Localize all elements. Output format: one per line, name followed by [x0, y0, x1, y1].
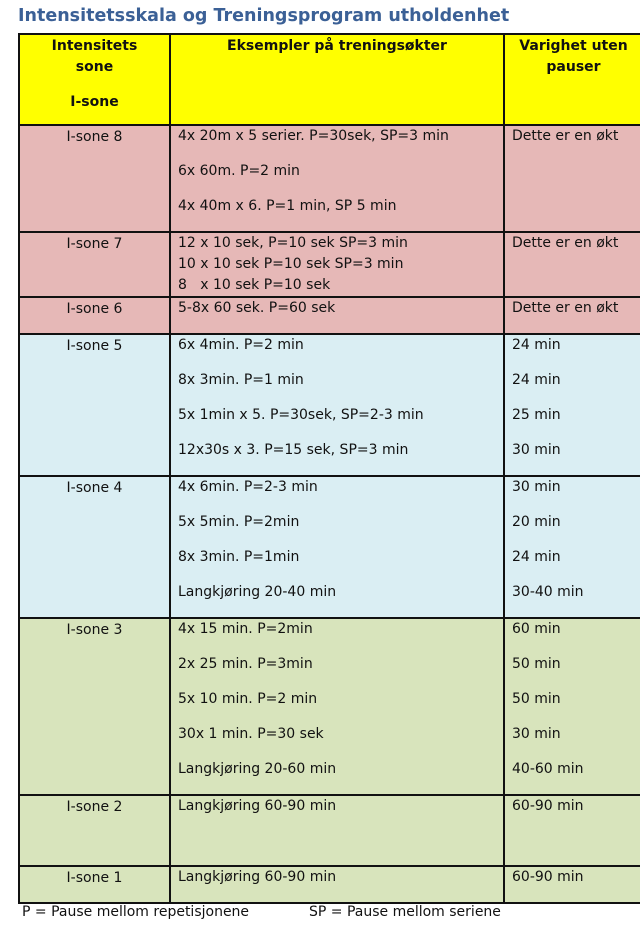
example-item: 6x 60m. P=2 min	[178, 163, 300, 179]
duration-item: 25 min	[512, 407, 561, 423]
header-zone-line3: I-sone	[70, 94, 119, 110]
example-item: Langkjøring 20-40 min	[178, 584, 337, 600]
examples-cell: Langkjøring 60-90 min	[169, 794, 505, 867]
header-row: Intensitets sone I-sone Eksempler på tre…	[18, 33, 640, 126]
intensity-table: Intensitets sone I-sone Eksempler på tre…	[18, 33, 640, 904]
examples-cell: 4x 6min. P=2-3 min 5x 5min. P=2min 8x 3min…	[169, 475, 505, 619]
table-row: I-sone 8 4x 20m x 5 serier. P=30sek, SP=3…	[18, 124, 640, 233]
page-title: Intensitetsskala og Treningsprogram utho…	[18, 6, 510, 26]
header-zone: Intensitets sone I-sone	[18, 33, 171, 126]
table-row: I-sone 6 5-8x 60 sek. P=60 sek Dette er en…	[18, 296, 640, 335]
duration-item: 60 min	[512, 621, 561, 637]
zone-cell: I-sone 4	[18, 475, 171, 619]
duration-cell: 60-90 min	[503, 865, 640, 904]
header-duration: Varighet uten pauser	[503, 33, 640, 126]
header-zone-line1: Intensitets	[51, 38, 138, 54]
table-row: I-sone 2 Langkjøring 60-90 min 60-90 min	[18, 794, 640, 867]
example-item: 10 x 10 sek P=10 sek SP=3 min	[178, 256, 404, 272]
example-item: 2x 25 min. P=3min	[178, 656, 313, 672]
example-item: 30x 1 min. P=30 sek	[178, 726, 324, 742]
example-item: Langkjøring 60-90 min	[178, 869, 337, 885]
duration-cell: Dette er en økt	[503, 231, 640, 298]
footnote-sp: SP = Pause mellom seriene	[309, 904, 501, 920]
example-item: 5x 5min. P=2min	[178, 514, 300, 530]
duration-item: 20 min	[512, 514, 561, 530]
duration-item: Dette er en økt	[512, 128, 619, 144]
zone-cell: I-sone 3	[18, 617, 171, 796]
duration-item: 30 min	[512, 726, 561, 742]
table-row: I-sone 1 Langkjøring 60-90 min 60-90 min	[18, 865, 640, 904]
examples-cell: 4x 20m x 5 serier. P=30sek, SP=3 min 6x 6…	[169, 124, 505, 233]
zone-cell: I-sone 8	[18, 124, 171, 233]
example-item: 12 x 10 sek, P=10 sek SP=3 min	[178, 235, 408, 251]
example-item: 4x 20m x 5 serier. P=30sek, SP=3 min	[178, 128, 449, 144]
example-item: 8 x 10 sek P=10 sek	[178, 277, 331, 293]
zone-cell: I-sone 1	[18, 865, 171, 904]
duration-item: 24 min	[512, 549, 561, 565]
table-row: I-sone 7 12 x 10 sek, P=10 sek SP=3 min 10…	[18, 231, 640, 298]
duration-item: 50 min	[512, 691, 561, 707]
duration-item: 60-90 min	[512, 869, 584, 885]
zone-cell: I-sone 7	[18, 231, 171, 298]
example-item: 5x 10 min. P=2 min	[178, 691, 318, 707]
duration-cell: 30 min 20 min 24 min 30-40 min	[503, 475, 640, 619]
table-row: I-sone 5 6x 4min. P=2 min 8x 3min. P=1 min…	[18, 333, 640, 477]
duration-item: 24 min	[512, 337, 561, 353]
duration-item: 30-40 min	[512, 584, 584, 600]
examples-cell: 4x 15 min. P=2min 2x 25 min. P=3min 5x 10 …	[169, 617, 505, 796]
footnote-p: P = Pause mellom repetisjonene	[22, 904, 250, 920]
table-row: I-sone 3 4x 15 min. P=2min 2x 25 min. P=3m…	[18, 617, 640, 796]
duration-item: Dette er en økt	[512, 235, 619, 251]
duration-item: 60-90 min	[512, 798, 584, 814]
examples-cell: Langkjøring 60-90 min	[169, 865, 505, 904]
examples-cell: 5-8x 60 sek. P=60 sek	[169, 296, 505, 335]
example-item: 4x 6min. P=2-3 min	[178, 479, 318, 495]
duration-item: 50 min	[512, 656, 561, 672]
header-zone-line2: sone	[75, 59, 114, 75]
example-item: Langkjøring 20-60 min	[178, 761, 337, 777]
table-row: I-sone 4 4x 6min. P=2-3 min 5x 5min. P=2mi…	[18, 475, 640, 619]
duration-item: 30 min	[512, 479, 561, 495]
zone-cell: I-sone 5	[18, 333, 171, 477]
example-item: 6x 4min. P=2 min	[178, 337, 304, 353]
zone-cell: I-sone 6	[18, 296, 171, 335]
duration-item: 30 min	[512, 442, 561, 458]
duration-cell: 24 min 24 min 25 min 30 min	[503, 333, 640, 477]
example-item: 5-8x 60 sek. P=60 sek	[178, 300, 336, 316]
example-item: 8x 3min. P=1min	[178, 549, 300, 565]
example-item: 12x30s x 3. P=15 sek, SP=3 min	[178, 442, 409, 458]
example-item: 4x 40m x 6. P=1 min, SP 5 min	[178, 198, 397, 214]
duration-item: 40-60 min	[512, 761, 584, 777]
example-item: 5x 1min x 5. P=30sek, SP=2-3 min	[178, 407, 424, 423]
zone-cell: I-sone 2	[18, 794, 171, 867]
example-item: 8x 3min. P=1 min	[178, 372, 304, 388]
duration-item: 24 min	[512, 372, 561, 388]
duration-cell: 60-90 min	[503, 794, 640, 867]
header-examples: Eksempler på treningsøkter	[169, 33, 505, 126]
header-duration-line2: pauser	[546, 59, 601, 75]
examples-cell: 6x 4min. P=2 min 8x 3min. P=1 min 5x 1min …	[169, 333, 505, 477]
example-item: Langkjøring 60-90 min	[178, 798, 337, 814]
duration-item: Dette er en økt	[512, 300, 619, 316]
duration-cell: Dette er en økt	[503, 296, 640, 335]
examples-cell: 12 x 10 sek, P=10 sek SP=3 min 10 x 10 se…	[169, 231, 505, 298]
header-duration-line1: Varighet uten	[519, 38, 628, 54]
duration-cell: Dette er en økt	[503, 124, 640, 233]
example-item: 4x 15 min. P=2min	[178, 621, 313, 637]
duration-cell: 60 min 50 min 50 min 30 min 40-60 min	[503, 617, 640, 796]
